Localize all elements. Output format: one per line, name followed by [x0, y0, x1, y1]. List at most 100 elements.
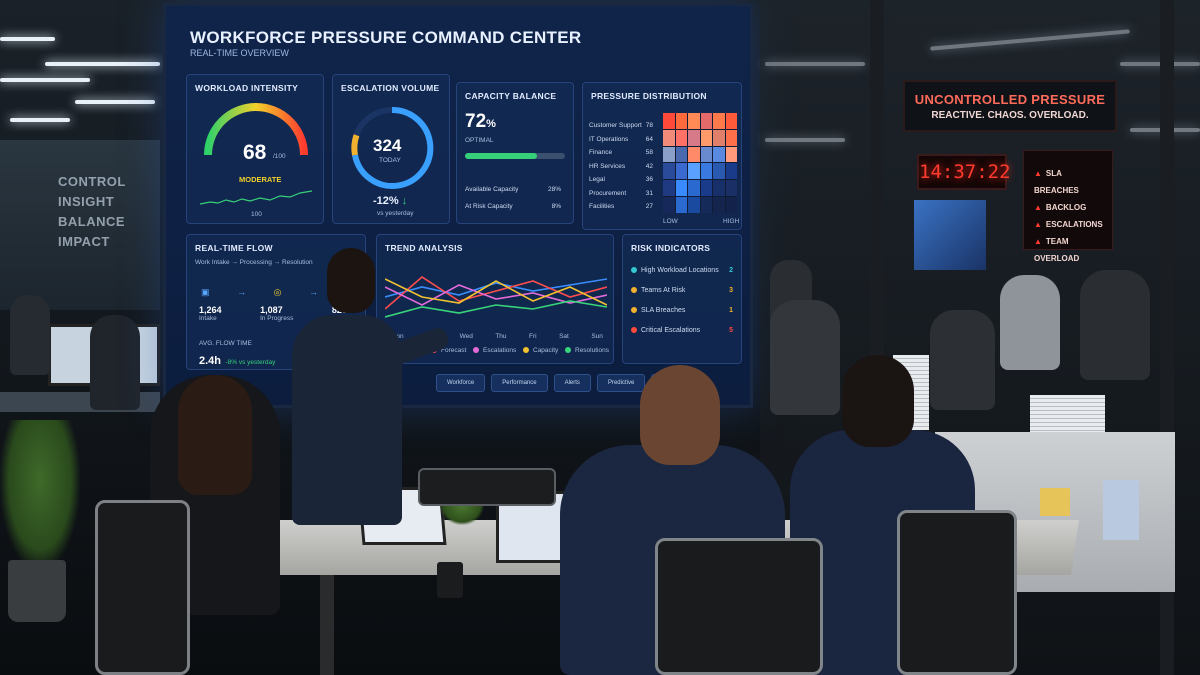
distribution-value: 78	[645, 122, 653, 129]
risk-label: SLA Breaches	[641, 307, 686, 314]
ceiling-light	[10, 118, 70, 122]
alert-label: TEAM OVERLOAD	[1034, 237, 1080, 263]
attendee-man-center-head	[640, 365, 720, 465]
legend-dot-icon	[523, 347, 529, 354]
distribution-row: Procurement 31	[589, 187, 653, 201]
heatmap-high-label: HIGH	[723, 218, 740, 225]
risk-value: 3	[729, 287, 733, 294]
heatmap-cell	[688, 113, 700, 129]
heatmap-cell	[688, 163, 700, 180]
progress-icon: ◎	[273, 287, 282, 297]
distribution-row: HR Services 42	[589, 160, 653, 174]
heatmap-cell	[688, 146, 700, 163]
heatmap-cell	[713, 146, 725, 163]
trend-legend-item: Escalations	[473, 347, 516, 354]
dashboard-nav: WorkforcePerformanceAlertsPredictiveRepo…	[436, 374, 695, 392]
trend-day-label: Sun	[591, 333, 603, 340]
glass-wall-text: CONTROL INSIGHT BALANCE IMPACT	[58, 172, 126, 252]
escalation-volume-panel: ESCALATION VOLUME 324 TODAY -12% ↓ vs ye…	[332, 74, 450, 224]
uncontrolled-pressure-sign: UNCONTROLLED PRESSURE REACTIVE. CHAOS. O…	[903, 80, 1117, 132]
office-chair	[897, 510, 1017, 675]
escalation-change: -12% ↓	[373, 195, 407, 207]
trend-day-label: Fri	[529, 333, 537, 340]
trend-series-line	[385, 278, 607, 306]
trend-series-line	[385, 276, 607, 310]
heatmap-cell	[713, 163, 725, 180]
panel-title: RISK INDICATORS	[631, 243, 711, 253]
panel-title: PRESSURE DISTRIBUTION	[591, 91, 707, 101]
avg-flow-label: AVG. FLOW TIME	[199, 340, 252, 347]
heatmap-cell	[700, 163, 712, 180]
heatmap-cell	[700, 180, 712, 197]
trend-analysis-panel: TREND ANALYSIS MonTueWedThuFriSatSun Wor…	[376, 234, 614, 364]
office-chair	[655, 538, 823, 675]
flow-subtitle: Work Intake → Processing → Resolution	[195, 259, 313, 266]
intake-icon: ▣	[201, 287, 210, 297]
capacity-value: 72	[465, 111, 487, 132]
risk-label: Critical Escalations	[641, 327, 701, 334]
down-arrow-icon: ↓	[401, 195, 408, 207]
trend-day-label: Wed	[459, 333, 473, 340]
risk-row-label-wrap: High Workload Locations	[631, 261, 719, 281]
distribution-label: Finance	[589, 149, 613, 156]
background-worker	[1000, 275, 1060, 370]
nav-item: Performance	[491, 374, 548, 392]
panel-title: WORKLOAD INTENSITY	[195, 83, 299, 93]
workload-intensity-panel: WORKLOAD INTENSITY 68 /100 MODERATE 100	[186, 74, 324, 224]
capacity-row: At Risk Capacity 8%	[465, 200, 561, 214]
capacity-balance-panel: CAPACITY BALANCE 72% OPTIMAL Available C…	[456, 82, 574, 224]
distribution-row: Legal 36	[589, 173, 653, 187]
nav-item: Workforce	[436, 374, 486, 392]
flow-stat: 1,264 Intake	[199, 305, 222, 322]
trend-legend-label: Resolutions	[575, 347, 609, 354]
workload-axis: 100	[251, 211, 262, 218]
distribution-row: Finance 58	[589, 146, 653, 160]
risk-value: 2	[729, 267, 733, 274]
distribution-label: Customer Support	[589, 122, 642, 129]
escalation-unit: TODAY	[379, 157, 401, 164]
background-worker	[1080, 270, 1150, 380]
capacity-bar-fill	[465, 153, 537, 159]
avg-flow-value: 2.4h	[199, 355, 222, 367]
heatmap-cell	[700, 113, 712, 129]
alert-item: ▲ ESCALATIONS	[1034, 216, 1103, 233]
coffee-mug	[437, 562, 463, 598]
attendee-woman-hair	[178, 375, 252, 495]
glass-word: INSIGHT	[58, 194, 115, 209]
ceiling-light	[75, 100, 155, 104]
escalation-ring	[351, 106, 434, 189]
heatmap-cell	[675, 129, 687, 146]
left-window-wall	[0, 140, 160, 310]
heatmap-cell	[713, 129, 725, 146]
avg-flow-wrap: 2.4h -8% vs yesterday	[199, 351, 275, 369]
heatmap-cell	[700, 129, 712, 146]
flow-stat-label: Intake	[199, 315, 217, 322]
background-worker	[930, 310, 995, 410]
risk-indicators-panel: RISK INDICATORS High Workload Locations 2…	[622, 234, 742, 364]
trend-series-line	[385, 284, 607, 306]
heatmap-cell	[663, 129, 675, 146]
capacity-row: Available Capacity 28%	[465, 183, 561, 197]
distribution-label: Facilities	[589, 203, 615, 210]
capacity-bar	[465, 153, 565, 159]
trend-day-label: Thu	[495, 333, 507, 340]
table-leg	[320, 575, 334, 675]
heatmap-cell	[675, 180, 687, 197]
heatmap-cell	[663, 113, 675, 129]
risk-row-label-wrap: Teams At Risk	[631, 281, 685, 301]
nav-item: Alerts	[553, 374, 591, 392]
distribution-value: 36	[645, 176, 653, 183]
heatmap-cell	[688, 129, 700, 146]
panel-title: REAL-TIME FLOW	[195, 243, 273, 253]
risk-value: 1	[729, 307, 733, 314]
trend-day-label: Sat	[559, 333, 569, 340]
warning-icon: ▲	[1034, 220, 1042, 229]
legend-dot-icon	[473, 347, 480, 354]
panel-title: TREND ANALYSIS	[385, 243, 463, 253]
digital-clock: 14:37:22	[917, 154, 1011, 190]
heatmap-cell	[675, 197, 687, 213]
flow-stat-label: In Progress	[260, 315, 294, 322]
heatmap-cell	[675, 163, 687, 180]
heatmap-cell	[663, 146, 675, 163]
paper-stack	[1030, 395, 1105, 437]
